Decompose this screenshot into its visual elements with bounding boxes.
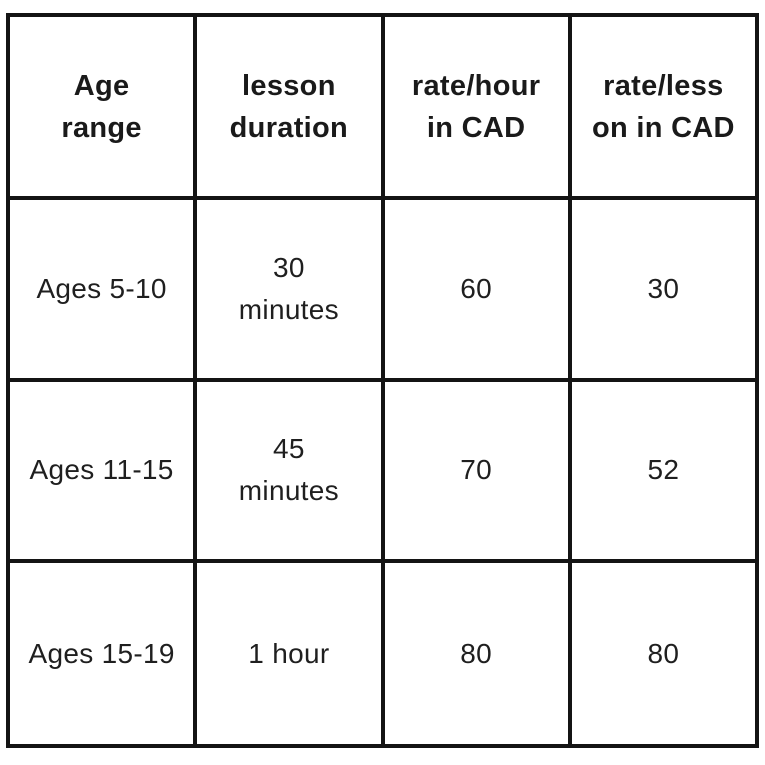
cell-row2-rate-per-hour: 70 <box>384 381 568 560</box>
cell-row3-age-range: Ages 15-19 <box>10 563 194 744</box>
cell-row2-lesson-duration: 45 minutes <box>197 381 381 560</box>
header-cell-lesson-duration: lesson duration <box>197 17 381 197</box>
cell-row1-lesson-duration: 30 minutes <box>197 200 381 378</box>
pricing-table: Age range lesson duration rate/hour in C… <box>6 13 759 748</box>
header-cell-age-range: Age range <box>10 17 194 197</box>
cell-row3-lesson-duration: 1 hour <box>197 563 381 744</box>
cell-row3-rate-per-lesson: 80 <box>571 563 755 744</box>
cell-row1-rate-per-lesson: 30 <box>571 200 755 378</box>
cell-row3-rate-per-hour: 80 <box>384 563 568 744</box>
cell-row2-age-range: Ages 11-15 <box>10 381 194 560</box>
header-cell-rate-per-lesson: rate/less on in CAD <box>571 17 755 197</box>
cell-row1-rate-per-hour: 60 <box>384 200 568 378</box>
cell-row1-age-range: Ages 5-10 <box>10 200 194 378</box>
header-cell-rate-per-hour: rate/hour in CAD <box>384 17 568 197</box>
cell-row2-rate-per-lesson: 52 <box>571 381 755 560</box>
